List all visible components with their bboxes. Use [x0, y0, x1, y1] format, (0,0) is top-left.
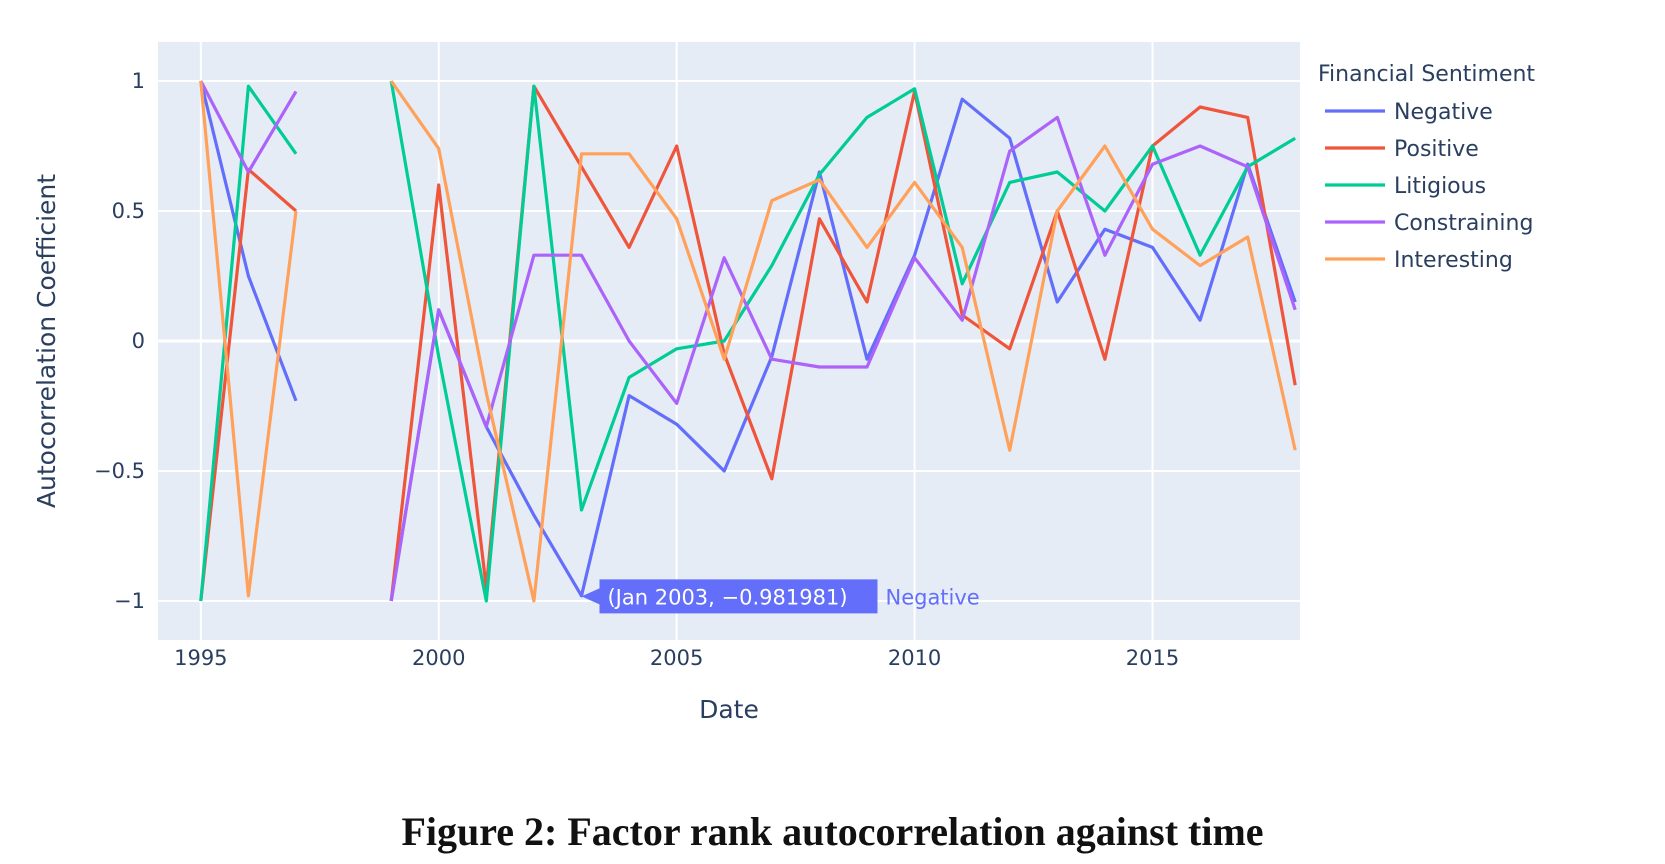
- x-tick-label: 2010: [888, 646, 941, 670]
- hover-label-text: (Jan 2003, −0.981981): [607, 585, 847, 609]
- legend-item-negative[interactable]: Negative: [1394, 100, 1493, 125]
- hover-tooltip: (Jan 2003, −0.981981) Negative: [581, 579, 980, 614]
- legend-title: Financial Sentiment: [1318, 62, 1535, 87]
- chart: 1995 2000 2005 2010 2015 1 0.5 0 −0.5 −1 Date Au…: [32, 42, 1535, 724]
- series-lines: [199, 80, 1297, 603]
- y-tick-label: 0: [132, 329, 145, 353]
- hover-series-name: Negative: [885, 585, 979, 609]
- x-axis-ticks: 1995 2000 2005 2010 2015: [174, 646, 1179, 670]
- legend-item-positive[interactable]: Positive: [1394, 137, 1479, 162]
- hover-label-box: [581, 579, 878, 614]
- x-tick-label: 2005: [650, 646, 703, 670]
- x-axis-title: Date: [699, 695, 759, 724]
- legend-item-interesting[interactable]: Interesting: [1394, 248, 1513, 273]
- y-tick-label: 0.5: [112, 199, 145, 223]
- x-tick-label: 2000: [412, 646, 465, 670]
- y-tick-label: 1: [132, 69, 145, 93]
- legend[interactable]: Financial Sentiment Negative Positive Liti…: [1318, 62, 1535, 273]
- y-axis-title: Autocorrelation Coefficient: [32, 174, 61, 508]
- y-axis-ticks: 1 0.5 0 −0.5 −1: [94, 69, 145, 613]
- y-tick-label: −0.5: [94, 459, 145, 483]
- x-tick-label: 2015: [1126, 646, 1179, 670]
- series-line-constraining[interactable]: [199, 80, 1297, 602]
- figure-caption: Figure 2: Factor rank autocorrelation ag…: [401, 809, 1264, 854]
- legend-item-litigious[interactable]: Litigious: [1394, 174, 1486, 199]
- series-line-interesting[interactable]: [199, 80, 1297, 603]
- legend-item-constraining[interactable]: Constraining: [1394, 211, 1533, 236]
- y-tick-label: −1: [114, 589, 145, 613]
- x-tick-label: 1995: [174, 646, 227, 670]
- series-line-litigious[interactable]: [199, 80, 1297, 603]
